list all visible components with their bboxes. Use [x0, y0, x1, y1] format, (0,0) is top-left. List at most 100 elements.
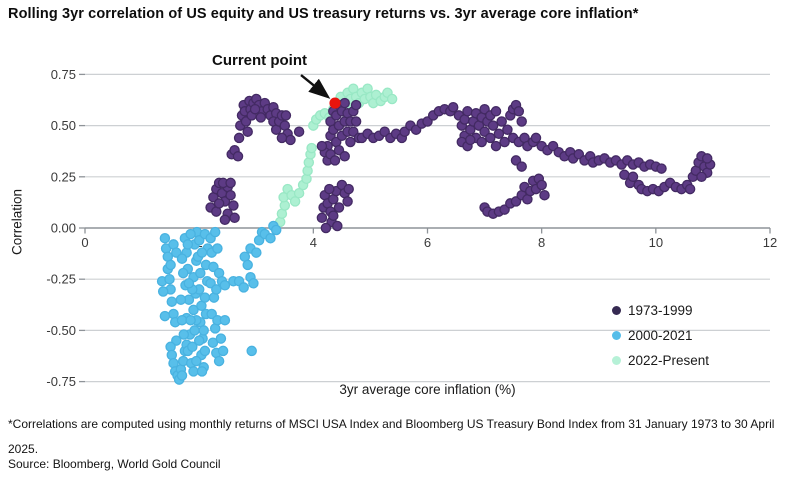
data-point — [329, 155, 341, 166]
data-point — [232, 151, 244, 162]
data-point — [225, 177, 236, 189]
data-point — [386, 93, 398, 105]
data-point — [249, 103, 261, 115]
data-point — [213, 355, 225, 367]
data-point — [199, 345, 211, 357]
data-point — [166, 296, 178, 307]
data-point — [293, 126, 305, 137]
tick-labels: 0.750.500.250.00-0.25-0.50-0.75024681012 — [46, 67, 777, 389]
data-point — [447, 101, 459, 113]
source-text: Source: Bloomberg, World Gold Council — [8, 457, 221, 471]
legend-dot-icon — [612, 356, 621, 365]
data-point — [229, 212, 240, 224]
legend-item-2000-2021: 2000-2021 — [612, 326, 709, 345]
data-point — [246, 345, 257, 357]
data-point — [684, 183, 696, 195]
y-tick-label: 0.75 — [51, 67, 76, 82]
data-point — [183, 278, 195, 289]
data-point — [539, 189, 550, 201]
data-point — [502, 124, 513, 135]
data-point — [187, 341, 198, 353]
y-tick-label: -0.50 — [46, 323, 76, 338]
data-point — [343, 183, 354, 195]
current-point-marker — [329, 97, 341, 109]
data-point — [215, 333, 227, 344]
x-axis-title: 3yr average core inflation (%) — [339, 382, 516, 397]
data-point — [350, 116, 362, 127]
x-tick-label: 0 — [81, 235, 88, 250]
data-point — [280, 110, 292, 121]
data-point — [316, 140, 328, 152]
data-point — [530, 132, 542, 144]
legend-label: 2022-Present — [628, 353, 710, 368]
data-point — [219, 314, 231, 326]
data-point — [217, 345, 229, 357]
data-point — [350, 99, 362, 111]
data-point — [536, 179, 547, 191]
data-point — [656, 163, 667, 174]
data-point — [345, 136, 356, 148]
legend-item-2022-Present: 2022-Present — [612, 351, 709, 370]
data-point — [696, 171, 707, 183]
data-point — [499, 136, 510, 148]
data-point — [251, 247, 262, 258]
data-point — [339, 97, 350, 109]
y-tick-label: -0.75 — [46, 374, 76, 389]
data-point — [320, 222, 332, 234]
series-2000-2021 — [156, 220, 282, 385]
data-point — [324, 183, 335, 195]
data-point — [193, 335, 205, 346]
data-point — [185, 228, 196, 240]
data-point — [293, 187, 305, 199]
data-point — [255, 112, 267, 123]
data-point — [178, 329, 190, 340]
data-point — [188, 366, 199, 377]
data-point — [248, 278, 259, 289]
data-point — [513, 106, 525, 117]
data-point — [225, 189, 236, 201]
data-points — [156, 83, 716, 385]
data-point — [211, 284, 222, 295]
current-point-label: Current point — [212, 52, 307, 69]
data-point — [199, 292, 211, 303]
data-point — [159, 232, 171, 244]
data-point — [196, 366, 208, 377]
data-point — [182, 239, 194, 250]
data-point — [212, 243, 223, 254]
y-tick-label: -0.25 — [46, 272, 76, 287]
data-point — [228, 200, 239, 211]
y-tick-label: 0.00 — [51, 221, 76, 236]
data-point — [176, 253, 188, 264]
data-point — [285, 134, 296, 146]
data-point — [207, 337, 219, 348]
data-point — [332, 220, 343, 232]
y-axis-title: Correlation — [9, 188, 25, 256]
data-point — [462, 106, 473, 117]
data-point — [176, 314, 188, 326]
series-1973-1999 — [205, 93, 716, 234]
legend-label: 1973-1999 — [628, 303, 693, 318]
legend-dot-icon — [612, 306, 621, 315]
data-point — [465, 134, 476, 146]
data-point — [496, 116, 507, 127]
data-point — [175, 294, 187, 305]
data-point — [516, 161, 527, 172]
data-point — [157, 286, 169, 297]
data-point — [219, 214, 231, 226]
data-point — [701, 153, 713, 164]
data-point — [476, 136, 487, 148]
annotation-arrow — [300, 74, 331, 99]
data-point — [176, 370, 188, 381]
x-tick-label: 10 — [649, 235, 663, 250]
chart-title: Rolling 3yr correlation of US equity and… — [8, 6, 639, 22]
data-point — [493, 128, 505, 140]
data-point — [198, 325, 209, 336]
data-point — [196, 247, 208, 258]
data-point — [490, 106, 502, 117]
data-point — [238, 282, 249, 293]
data-point — [195, 267, 206, 279]
data-point — [306, 142, 317, 154]
data-point — [627, 171, 639, 183]
